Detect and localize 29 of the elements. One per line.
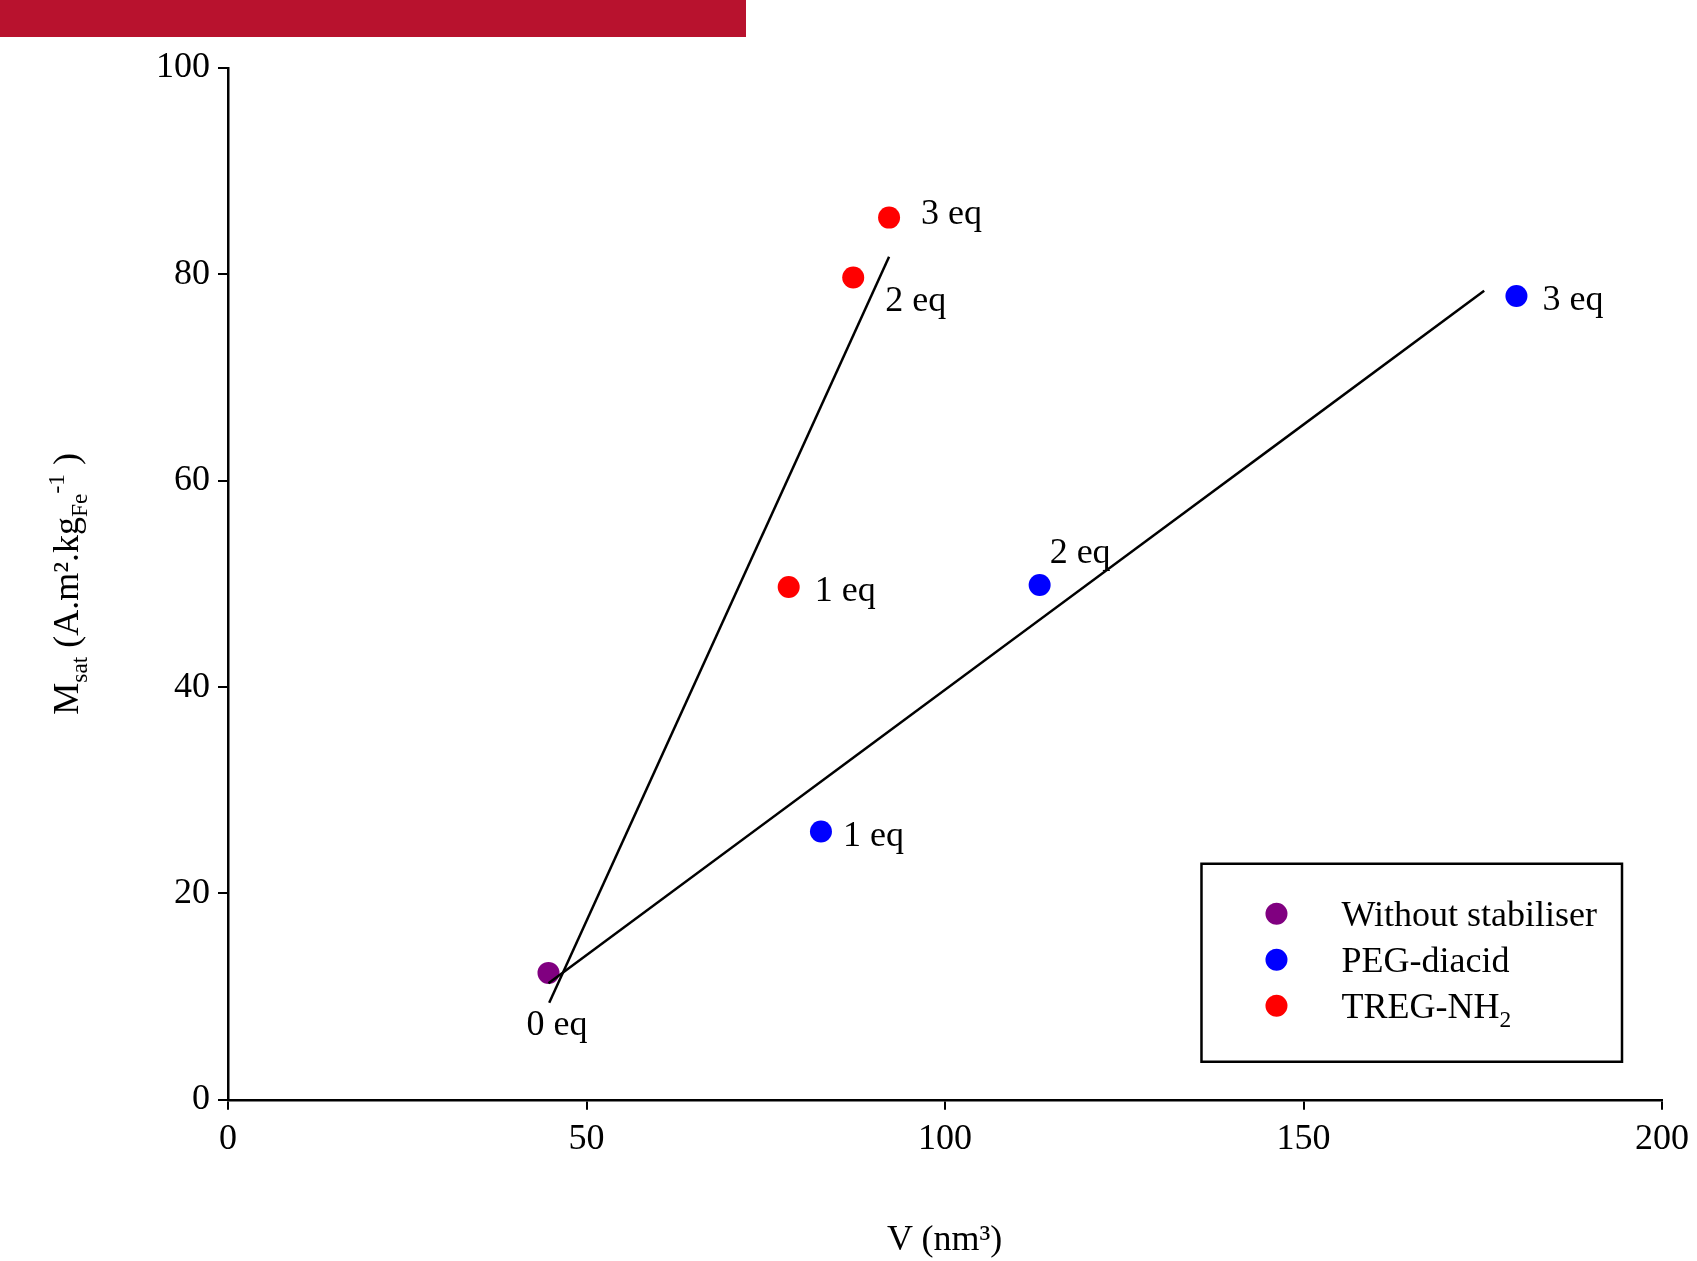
y-tick-label: 20 <box>174 870 210 911</box>
x-tick-label: 150 <box>1276 1116 1331 1157</box>
x-axis-title: V (nm³) <box>887 1217 1003 1258</box>
annotation: 2 eq <box>885 279 947 320</box>
x-tick-label: 200 <box>1635 1116 1689 1157</box>
y-tick-label: 0 <box>192 1077 210 1118</box>
annotation: 1 eq <box>814 569 876 609</box>
point <box>809 820 832 843</box>
point <box>1505 285 1528 308</box>
x-tick-label: 0 <box>219 1116 237 1157</box>
legend-label: Without stabiliser <box>1341 893 1598 934</box>
legend-label: PEG-diacid <box>1341 939 1510 980</box>
annotation: 3 eq <box>1542 278 1604 319</box>
point <box>878 206 901 229</box>
point <box>777 576 800 598</box>
y-tick-label: 100 <box>156 45 210 86</box>
annotation: 1 eq <box>842 813 904 854</box>
point <box>537 961 560 984</box>
x-tick-label: 100 <box>918 1116 972 1157</box>
point <box>842 266 865 289</box>
y-tick-label: 80 <box>174 251 210 292</box>
y-tick-label: 40 <box>174 664 210 705</box>
y-axis-title: Msat (A.m².kgFe-1 ) <box>42 453 92 715</box>
annotation: 3 eq <box>921 191 983 232</box>
annotation: 0 eq <box>526 1002 588 1043</box>
y-tick-label: 60 <box>174 458 210 499</box>
annotation: 2 eq <box>1049 530 1111 571</box>
point <box>1028 573 1051 596</box>
x-tick-label: 50 <box>568 1116 605 1157</box>
